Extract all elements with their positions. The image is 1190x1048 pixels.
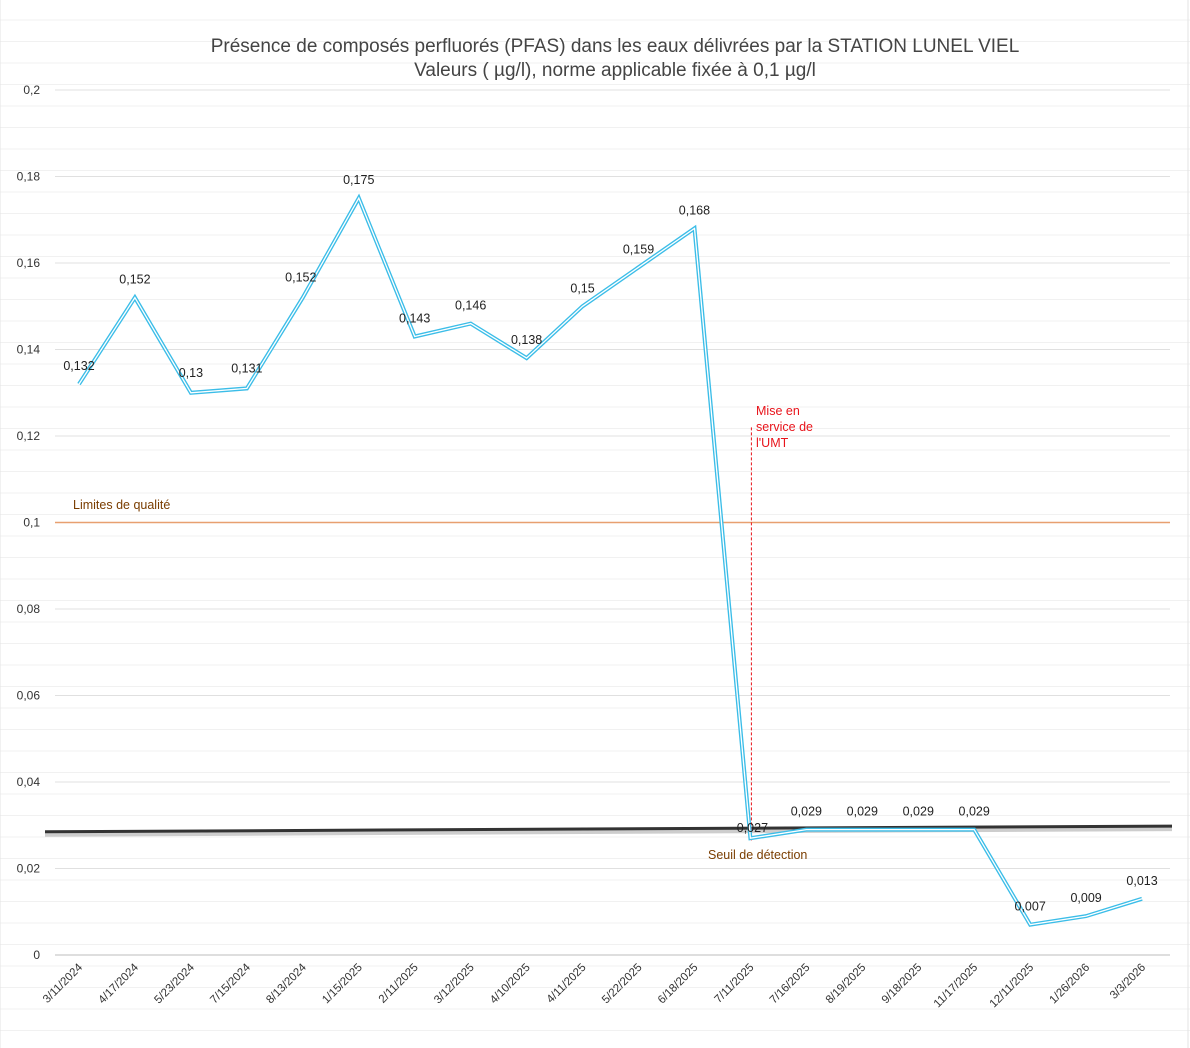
x-tick-label: 11/17/2025: [932, 962, 981, 1011]
umt-annotation-line-2: service de: [756, 420, 813, 434]
x-tick-label: 3/12/2025: [432, 962, 477, 1007]
quality-limit-label: Limites de qualité: [73, 498, 170, 512]
detection-threshold-label: Seuil de détection: [708, 848, 807, 862]
x-tick-label: 1/26/2026: [1048, 962, 1093, 1007]
data-label: 0,131: [231, 361, 262, 375]
x-tick-label: 4/11/2025: [545, 962, 589, 1006]
umt-annotation-line-3: l'UMT: [756, 436, 789, 450]
data-label: 0,029: [903, 805, 934, 819]
y-tick-label: 0,16: [17, 256, 41, 270]
x-tick-label: 7/11/2025: [712, 962, 756, 1006]
x-tick-label: 4/17/2024: [96, 961, 141, 1006]
y-tick-label: 0,1: [23, 516, 40, 530]
data-label: 0,009: [1070, 891, 1101, 905]
x-tick-label: 7/15/2024: [208, 961, 253, 1006]
data-label: 0,007: [1015, 900, 1046, 914]
x-tick-label: 9/18/2025: [880, 962, 925, 1007]
detection-threshold-line: [44, 824, 1173, 834]
x-tick-label: 3/11/2024: [41, 961, 85, 1005]
data-label: 0,146: [455, 299, 486, 313]
x-tick-label: 8/19/2025: [824, 962, 869, 1007]
reference-lines: Limites de qualité Seuil de détection Mi…: [44, 404, 1173, 862]
y-axis-ticks: 0 0,02 0,04 0,06 0,08 0,1 0,12 0,14 0,16 0,18 0,2: [17, 83, 41, 962]
data-label: 0,152: [119, 273, 150, 287]
y-tick-label: 0,02: [17, 862, 41, 876]
data-label: 0,029: [959, 805, 990, 819]
y-tick-label: 0,2: [23, 83, 40, 97]
x-tick-label: 3/3/2026: [1108, 962, 1148, 1002]
data-label: 0,132: [63, 359, 94, 373]
y-tick-label: 0,04: [17, 775, 41, 789]
data-label: 0,013: [1126, 874, 1157, 888]
x-tick-label: 5/23/2024: [152, 961, 197, 1006]
y-tick-label: 0,08: [17, 602, 41, 616]
y-gridlines: [55, 89, 1170, 956]
data-label: 0,029: [791, 805, 822, 819]
data-label: 0,029: [847, 805, 878, 819]
data-label: 0,027: [737, 821, 768, 835]
series-pfas: [77, 193, 1143, 927]
detection-threshold-shadow: [44, 827, 1173, 837]
data-label: 0,138: [511, 333, 542, 347]
data-label: 0,152: [285, 271, 316, 285]
y-tick-label: 0,06: [17, 689, 41, 703]
y-tick-label: 0,12: [17, 429, 41, 443]
x-tick-label: 12/11/2025: [988, 962, 1037, 1011]
data-label: 0,15: [570, 281, 594, 295]
umt-annotation-line-1: Mise en: [756, 404, 800, 418]
y-tick-label: 0: [33, 948, 40, 962]
x-tick-label: 6/18/2025: [656, 962, 701, 1007]
x-tick-label: 5/22/2025: [600, 962, 645, 1007]
data-label: 0,168: [679, 203, 710, 217]
y-tick-label: 0,18: [17, 170, 41, 184]
x-tick-label: 1/15/2025: [320, 962, 365, 1007]
series-line-core: [78, 196, 1143, 926]
x-tick-label: 2/11/2025: [377, 962, 421, 1006]
x-tick-label: 4/10/2025: [488, 962, 533, 1007]
data-label: 0,159: [623, 242, 654, 256]
chart-title: Présence de composés perfluorés (PFAS) d…: [211, 36, 1020, 57]
data-label: 0,143: [399, 312, 430, 326]
chart-subtitle: Valeurs ( µg/l), norme applicable fixée …: [414, 60, 816, 81]
data-label: 0,175: [343, 173, 374, 187]
x-axis-ticks: 3/11/2024 4/17/2024 5/23/2024 7/15/2024 8/13…: [41, 961, 1148, 1010]
x-tick-label: 8/13/2024: [264, 961, 309, 1006]
data-label: 0,13: [179, 366, 203, 380]
x-tick-label: 7/16/2025: [768, 962, 813, 1007]
data-labels: 0,132 0,152 0,13 0,131 0,152 0,175 0,143 0,146 0…: [63, 173, 1157, 914]
y-tick-label: 0,14: [17, 343, 41, 357]
